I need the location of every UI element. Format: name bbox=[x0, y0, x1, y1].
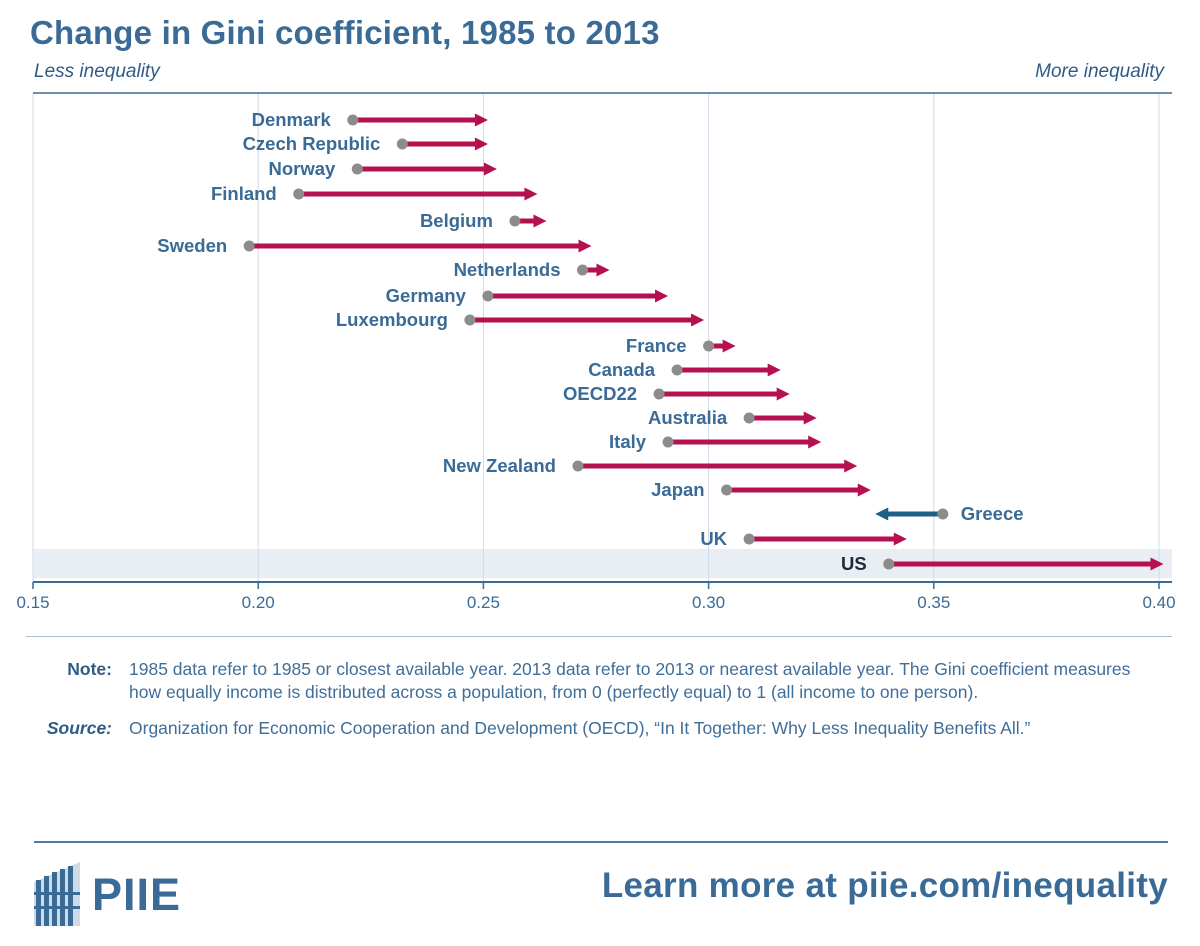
start-dot bbox=[662, 436, 674, 448]
start-dot bbox=[703, 340, 715, 352]
start-dot bbox=[653, 388, 665, 400]
arrow-head bbox=[722, 339, 736, 353]
chart-divider bbox=[26, 636, 1172, 637]
source-label: Source: bbox=[46, 718, 112, 738]
start-dot bbox=[743, 533, 755, 545]
country-label: Luxembourg bbox=[336, 309, 448, 330]
start-dot bbox=[243, 240, 255, 252]
arrow-head bbox=[1150, 557, 1164, 571]
country-label: Norway bbox=[268, 158, 336, 179]
arrow-head bbox=[596, 263, 610, 277]
country-label: Finland bbox=[211, 183, 277, 204]
arrow-head bbox=[524, 187, 538, 201]
arrow-head bbox=[893, 532, 907, 546]
arrow-head bbox=[578, 239, 592, 253]
start-dot bbox=[883, 558, 895, 570]
country-label: New Zealand bbox=[443, 455, 556, 476]
start-dot bbox=[293, 188, 305, 200]
country-label: Canada bbox=[588, 359, 656, 380]
country-label: Denmark bbox=[252, 109, 332, 130]
start-dot bbox=[464, 314, 476, 326]
country-label: France bbox=[626, 335, 687, 356]
note-row: Note: 1985 data refer to 1985 or closest… bbox=[30, 658, 1140, 704]
country-label: Belgium bbox=[420, 210, 493, 231]
gini-change-chart: Denmark Czech Republic Norway Finland Belgiu… bbox=[16, 92, 1176, 612]
x-tick-label: 0.40 bbox=[1142, 593, 1175, 612]
piie-logo[interactable]: PIIE bbox=[32, 860, 181, 930]
country-label: OECD22 bbox=[563, 383, 637, 404]
arrow-head bbox=[844, 459, 858, 473]
country-label: Netherlands bbox=[454, 259, 561, 280]
footer-divider bbox=[34, 841, 1168, 843]
country-label: Australia bbox=[648, 407, 728, 428]
start-dot bbox=[743, 412, 755, 424]
arrow-head bbox=[857, 483, 871, 497]
country-label: Sweden bbox=[157, 235, 227, 256]
learn-more-link[interactable]: Learn more at piie.com/inequality bbox=[601, 866, 1168, 905]
arrow-head bbox=[808, 435, 822, 449]
start-dot bbox=[482, 290, 494, 302]
start-dot bbox=[509, 215, 521, 227]
start-dot bbox=[351, 163, 363, 175]
arrow-head bbox=[803, 411, 817, 425]
country-label: US bbox=[841, 553, 867, 574]
arrow-head bbox=[474, 113, 488, 127]
country-label: Germany bbox=[386, 285, 467, 306]
start-dot bbox=[396, 138, 408, 150]
arrow-head bbox=[533, 214, 547, 228]
arrow-head bbox=[776, 387, 790, 401]
x-tick-label: 0.25 bbox=[467, 593, 500, 612]
x-tick-label: 0.30 bbox=[692, 593, 725, 612]
source-row: Source: Organization for Economic Cooper… bbox=[30, 717, 1140, 740]
notes-section: Note: 1985 data refer to 1985 or closest… bbox=[30, 658, 1140, 753]
x-tick-label: 0.20 bbox=[242, 593, 275, 612]
start-dot bbox=[671, 364, 683, 376]
country-label: UK bbox=[700, 528, 727, 549]
start-dot bbox=[572, 460, 584, 472]
country-label: Greece bbox=[961, 503, 1024, 524]
chart-title: Change in Gini coefficient, 1985 to 2013 bbox=[30, 14, 660, 51]
start-dot bbox=[721, 484, 733, 496]
piie-building-icon bbox=[34, 862, 80, 926]
note-text: 1985 data refer to 1985 or closest avail… bbox=[129, 659, 1131, 702]
logo-text: PIIE bbox=[92, 869, 182, 920]
country-label: Italy bbox=[609, 431, 647, 452]
arrow-head bbox=[483, 162, 497, 176]
start-dot bbox=[937, 508, 949, 520]
x-tick-label: 0.35 bbox=[917, 593, 950, 612]
arrow-head bbox=[474, 137, 488, 151]
country-label: Czech Republic bbox=[243, 133, 381, 154]
arrow-head bbox=[691, 313, 705, 327]
arrow-head bbox=[655, 289, 669, 303]
note-label: Note: bbox=[67, 659, 112, 679]
start-dot bbox=[347, 114, 359, 126]
x-tick-label: 0.15 bbox=[16, 593, 49, 612]
source-text: Organization for Economic Cooperation an… bbox=[129, 718, 1031, 738]
arrow-head bbox=[875, 507, 889, 521]
country-label: Japan bbox=[651, 479, 704, 500]
arrow-head bbox=[767, 363, 781, 377]
start-dot bbox=[576, 264, 588, 276]
more-inequality-label: More inequality bbox=[1035, 61, 1164, 82]
less-inequality-label: Less inequality bbox=[34, 61, 160, 82]
